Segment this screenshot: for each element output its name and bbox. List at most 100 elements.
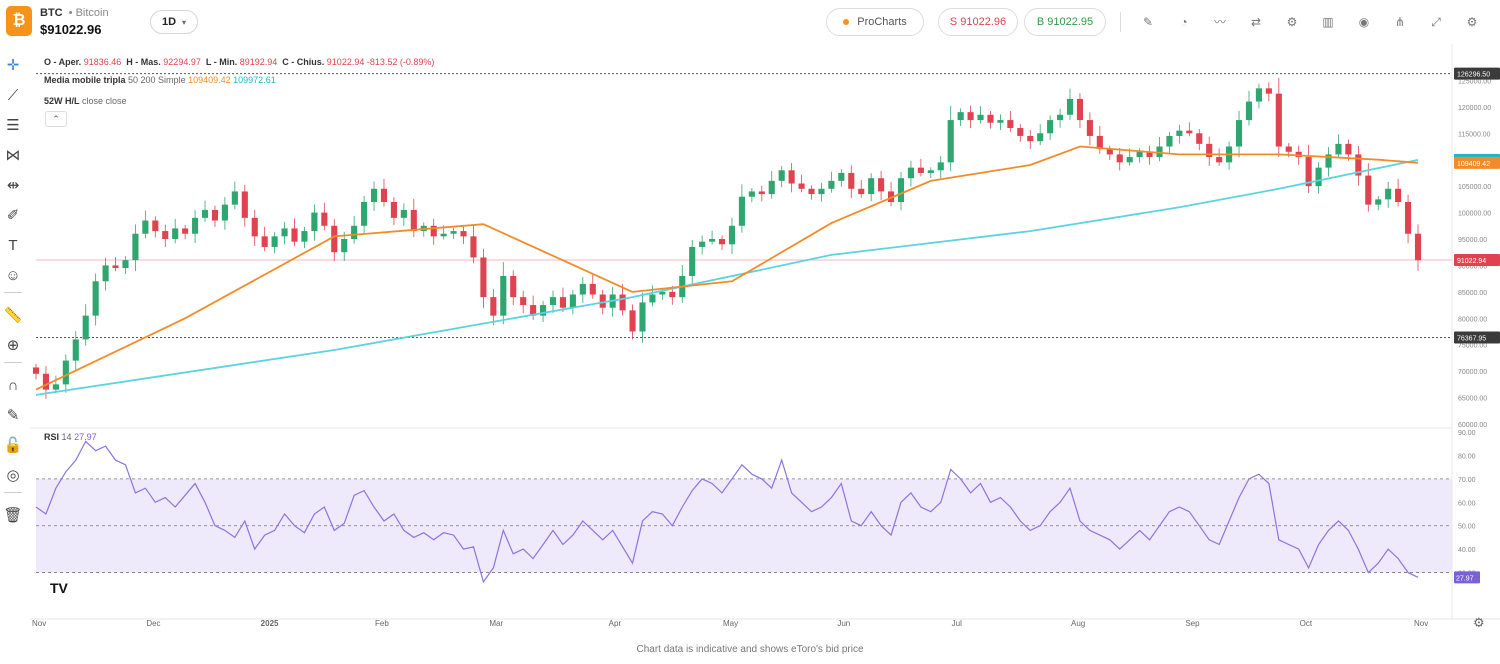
- open-label: O - Aper.: [44, 57, 82, 67]
- candle-body: [748, 191, 755, 197]
- draw-icon[interactable]: ✎: [1142, 15, 1154, 29]
- sell-label: S 91022.96: [949, 16, 1007, 28]
- candle-body: [221, 204, 228, 221]
- candle-body: [192, 217, 199, 234]
- candle-body: [987, 114, 994, 123]
- chart-type-icon[interactable]: ▥: [1322, 15, 1334, 29]
- candle-body: [490, 297, 497, 316]
- change-value: -813.52 (-0.89%): [366, 57, 435, 67]
- candle-body: [1375, 199, 1382, 205]
- time-tick-label: Feb: [375, 619, 389, 628]
- text-icon[interactable]: T: [8, 237, 18, 254]
- candle-body: [430, 225, 437, 237]
- candle-body: [261, 236, 268, 247]
- lock-drawing-icon[interactable]: ✎: [6, 407, 20, 424]
- open-value: 91836.46: [83, 57, 122, 67]
- time-tick-label: Aug: [1071, 619, 1085, 628]
- candle-body: [480, 257, 487, 298]
- procharts-button[interactable]: ProCharts: [826, 8, 924, 36]
- candle-body: [1345, 143, 1352, 155]
- candle-body: [838, 172, 845, 181]
- chart-header: ₿ BTC • Bitcoin $91022.96 1D ▾ ProCharts…: [0, 0, 1500, 44]
- rsi-legend[interactable]: RSI 14 27.97: [44, 432, 97, 442]
- eye-icon[interactable]: ◎: [6, 467, 20, 484]
- candle-body: [639, 302, 646, 332]
- ma-legend[interactable]: Media mobile tripla 50 200 Simple 109409…: [44, 75, 276, 85]
- trash-icon[interactable]: 🗑: [3, 507, 23, 524]
- candle-body: [808, 188, 815, 195]
- toolbar-divider: [4, 492, 22, 493]
- price-tick-label: 105000.00: [1458, 184, 1491, 191]
- brush-icon[interactable]: ✐: [6, 207, 20, 224]
- price-tick-label: 80000.00: [1458, 316, 1487, 323]
- candle-body: [619, 294, 626, 311]
- chart-settings-icon[interactable]: ⚙: [1473, 615, 1485, 630]
- candle-body: [1007, 120, 1014, 128]
- collapse-legend-button[interactable]: ⌃: [45, 111, 67, 127]
- line-style-icon[interactable]: 〰: [1213, 15, 1226, 29]
- price-tick-label: 125000.00: [1458, 78, 1491, 85]
- candle-body: [122, 260, 129, 269]
- candle-body: [1106, 149, 1113, 155]
- candle-body: [967, 112, 974, 121]
- candle-body: [579, 283, 586, 295]
- candle-body: [440, 233, 447, 237]
- share-icon[interactable]: ⋔: [1394, 15, 1406, 29]
- timeframe-select[interactable]: 1D ▾: [150, 10, 198, 34]
- high-value: 92294.97: [163, 57, 201, 67]
- candle-body: [758, 191, 765, 195]
- fib-icon[interactable]: ☰: [6, 117, 20, 134]
- ruler-icon[interactable]: 📏: [3, 307, 23, 324]
- candle-body: [1325, 154, 1332, 168]
- time-tick-label: Sep: [1185, 619, 1200, 628]
- rsi-last-marker: 27.97: [1456, 575, 1474, 582]
- candle-body: [728, 225, 736, 245]
- pattern-icon[interactable]: ⋈: [5, 147, 21, 164]
- candle-body: [341, 239, 348, 253]
- time-tick-label: Oct: [1300, 619, 1313, 628]
- candle-body: [62, 360, 69, 385]
- rsi-tick-label: 90.00: [1458, 430, 1476, 437]
- instrument-symbol: BTC • Bitcoin: [40, 7, 109, 19]
- candle-body: [470, 236, 477, 258]
- emoji-icon[interactable]: ☺: [5, 267, 21, 284]
- hl-legend[interactable]: 52W H/L close close: [44, 96, 127, 106]
- last-price-marker-bg: [1454, 254, 1500, 267]
- candle-body: [1096, 135, 1103, 150]
- candle-body: [311, 212, 318, 232]
- price-chart[interactable]: 60000.00 65000.00 70000.00 75000.00 80000.00…: [0, 44, 1500, 640]
- candle-body: [142, 220, 149, 234]
- compare-icon[interactable]: ⇄: [1250, 15, 1262, 29]
- magnet-icon[interactable]: ∩: [7, 377, 19, 394]
- rsi-tick-label: 70.00: [1458, 477, 1476, 484]
- fullscreen-icon[interactable]: ⤢: [1431, 15, 1441, 29]
- lock-icon[interactable]: 🔓: [3, 437, 23, 454]
- candle-body: [182, 228, 189, 234]
- sell-button[interactable]: S 91022.96: [938, 8, 1018, 36]
- candle-body: [718, 239, 726, 245]
- buy-button[interactable]: B 91022.95: [1024, 8, 1106, 36]
- settings-icon[interactable]: ⚙: [1466, 15, 1478, 29]
- candle-body: [1057, 114, 1064, 121]
- rsi-tick-label: 50.00: [1458, 524, 1476, 531]
- ma50-marker: 109409.42: [1457, 161, 1490, 168]
- buy-label: B 91022.95: [1036, 16, 1094, 28]
- trendline-icon[interactable]: ⟋: [7, 87, 19, 104]
- candle-body: [211, 209, 219, 221]
- zoom-icon[interactable]: ⊕: [6, 337, 20, 354]
- measure-lines-icon[interactable]: ⇹: [6, 177, 20, 194]
- candle-body: [361, 202, 368, 226]
- candle-body: [72, 339, 79, 361]
- candle-body: [1295, 151, 1302, 158]
- candle-body: [271, 236, 278, 247]
- candle-body: [1047, 120, 1054, 134]
- candle-body: [201, 209, 209, 218]
- crosshair-icon[interactable]: ✛: [6, 57, 20, 74]
- candle-body: [1305, 157, 1312, 187]
- current-price: $91022.96: [40, 22, 102, 37]
- alert-icon[interactable]: ◔: [1180, 15, 1188, 29]
- indicators-icon[interactable]: ⚙: [1286, 15, 1298, 29]
- candle-body: [1245, 101, 1253, 121]
- camera-icon[interactable]: ◉: [1358, 15, 1370, 29]
- candle-body: [1086, 120, 1093, 136]
